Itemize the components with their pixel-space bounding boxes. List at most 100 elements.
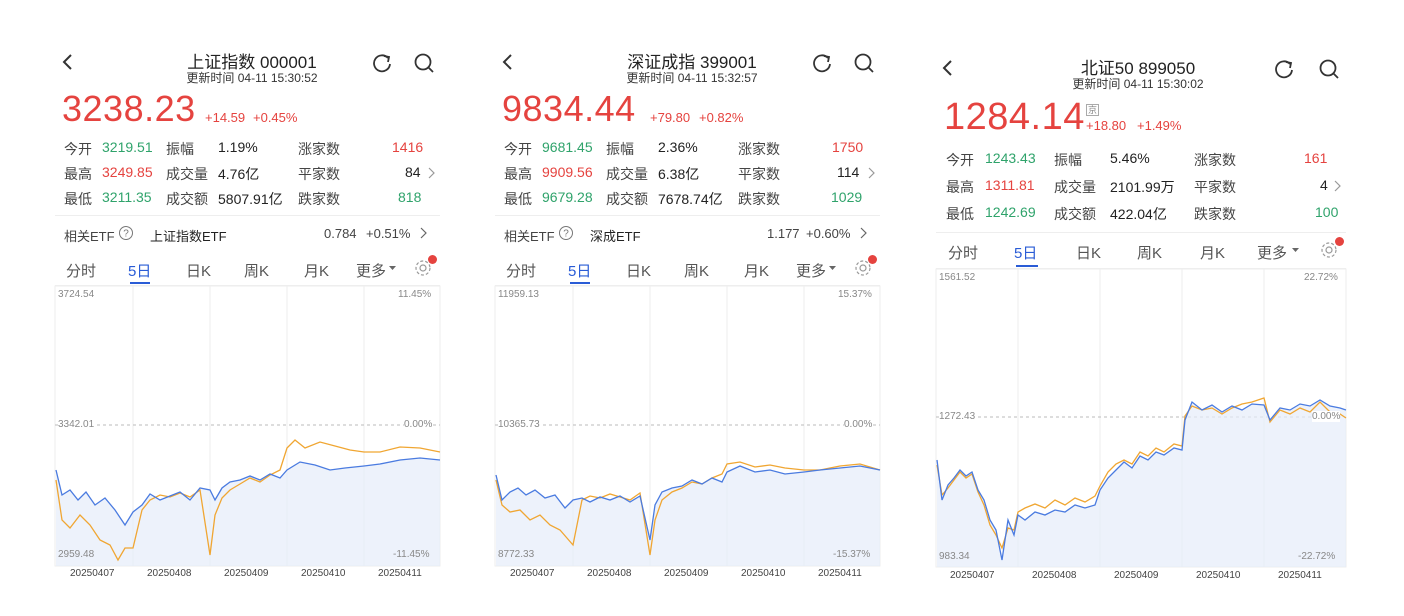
tab-intraday[interactable]: 分时 (506, 263, 537, 280)
tab-weekly-k[interactable]: 周K (1137, 245, 1163, 262)
panel-sh-index: 上证指数 000001 更新时间 04-11 15:30:52 3238.23 … (0, 0, 470, 616)
tab-5day[interactable]: 5日 (568, 263, 592, 280)
axis-mid-right: 0.00% (844, 419, 873, 430)
flat-count-value: 4 (1320, 177, 1328, 193)
axis-mid-right: 0.00% (1312, 411, 1341, 422)
chevron-right-icon[interactable] (860, 227, 868, 239)
settings-icon[interactable] (414, 259, 432, 277)
price-change: +79.80 (650, 110, 691, 125)
back-icon[interactable] (60, 52, 76, 72)
help-icon[interactable]: ? (118, 225, 134, 241)
date-label: 20250407 (70, 568, 115, 579)
divider (495, 215, 880, 216)
axis-bottom-right: -15.37% (833, 549, 871, 560)
tab-weekly-k[interactable]: 周K (684, 263, 710, 280)
tab-more[interactable]: 更多 (1257, 245, 1288, 262)
volume-value: 4.76亿 (218, 166, 260, 182)
axis-bottom-right: -11.45% (393, 549, 430, 560)
svg-text:?: ? (563, 229, 569, 240)
axis-top-right: 11.45% (398, 289, 432, 300)
settings-icon[interactable] (854, 259, 872, 277)
date-label: 20250411 (818, 568, 862, 579)
tab-monthly-k[interactable]: 月K (304, 263, 330, 280)
tab-weekly-k[interactable]: 周K (244, 263, 270, 280)
price-area (56, 458, 440, 566)
back-icon[interactable] (500, 52, 516, 72)
date-label: 20250409 (664, 568, 709, 579)
caret-down-icon (389, 266, 396, 270)
axis-bottom-left: 2959.48 (58, 549, 95, 560)
five-day-chart (494, 285, 881, 567)
panel-bj-index: 北证50 899050 更新时间 04-11 15:30:02 1284.14 … (880, 0, 1350, 616)
search-icon[interactable] (853, 52, 875, 74)
market-badge: 京 (1086, 104, 1100, 116)
amplitude-value: 2.36% (658, 139, 698, 155)
tab-intraday[interactable]: 分时 (948, 245, 979, 262)
down-count-label: 跌家数 (298, 191, 340, 207)
amount-value: 7678.74亿 (658, 191, 723, 207)
tab-daily-k[interactable]: 日K (1076, 245, 1102, 262)
settings-icon[interactable] (1320, 241, 1338, 259)
five-day-chart (54, 285, 441, 567)
active-tab-indicator (570, 282, 590, 284)
refresh-icon[interactable] (1273, 58, 1295, 80)
tab-intraday[interactable]: 分时 (66, 263, 97, 280)
notification-dot (1335, 237, 1344, 246)
refresh-icon[interactable] (811, 52, 833, 74)
back-icon[interactable] (940, 58, 956, 78)
axis-mid-right: 0.00% (404, 419, 433, 430)
update-time: 更新时间 04-11 15:32:57 (626, 71, 758, 85)
flat-count-value: 114 (837, 164, 860, 180)
amplitude-label: 振幅 (606, 141, 634, 157)
active-tab-indicator (130, 282, 150, 284)
up-count-label: 涨家数 (1194, 152, 1236, 168)
current-price: 3238.23 (62, 88, 196, 129)
amplitude-label: 振幅 (166, 141, 194, 157)
date-label: 20250408 (147, 568, 192, 579)
price-change: +14.59 (205, 110, 246, 125)
down-count-value: 100 (1315, 204, 1339, 220)
price-change-pct: +1.49% (1137, 118, 1182, 133)
chevron-right-icon[interactable] (1334, 180, 1342, 192)
search-icon[interactable] (413, 52, 435, 74)
volume-label: 成交量 (1054, 179, 1096, 195)
caret-down-icon (1292, 248, 1299, 252)
flat-count-value: 84 (405, 164, 421, 180)
up-count-label: 涨家数 (298, 141, 340, 157)
tab-more[interactable]: 更多 (796, 263, 827, 280)
tab-monthly-k[interactable]: 月K (1200, 245, 1226, 262)
tab-5day[interactable]: 5日 (1014, 245, 1038, 262)
help-icon[interactable]: ? (558, 225, 574, 241)
down-count-label: 跌家数 (738, 191, 780, 207)
open-value: 1243.43 (985, 150, 1036, 166)
price-change: +18.80 (1086, 118, 1127, 133)
etf-name[interactable]: 深成ETF (590, 229, 641, 244)
refresh-icon[interactable] (371, 52, 393, 74)
flat-count-label: 平家数 (1194, 179, 1236, 195)
volume-value: 6.38亿 (658, 166, 700, 182)
tab-daily-k[interactable]: 日K (626, 263, 652, 280)
tab-daily-k[interactable]: 日K (186, 263, 212, 280)
update-time: 更新时间 04-11 15:30:02 (1072, 77, 1204, 91)
tab-monthly-k[interactable]: 月K (744, 263, 770, 280)
down-count-label: 跌家数 (1194, 206, 1236, 222)
open-label: 今开 (504, 141, 532, 157)
chevron-right-icon[interactable] (428, 167, 436, 179)
chevron-right-icon[interactable] (420, 227, 428, 239)
avg-line (936, 397, 1347, 550)
high-label: 最高 (946, 179, 974, 195)
active-tab-indicator (1016, 265, 1038, 267)
amount-label: 成交额 (606, 191, 648, 207)
date-label: 20250410 (741, 568, 786, 579)
high-value: 3249.85 (102, 164, 153, 180)
axis-top-right: 15.37% (838, 289, 872, 300)
date-label: 20250407 (950, 570, 995, 581)
tab-more[interactable]: 更多 (356, 263, 387, 280)
search-icon[interactable] (1318, 58, 1340, 80)
tab-5day[interactable]: 5日 (128, 263, 152, 280)
up-count-label: 涨家数 (738, 141, 780, 157)
etf-name[interactable]: 上证指数ETF (150, 229, 227, 244)
chevron-right-icon[interactable] (868, 167, 876, 179)
axis-bottom-left: 8772.33 (498, 549, 535, 560)
down-count-value: 1029 (831, 189, 863, 205)
